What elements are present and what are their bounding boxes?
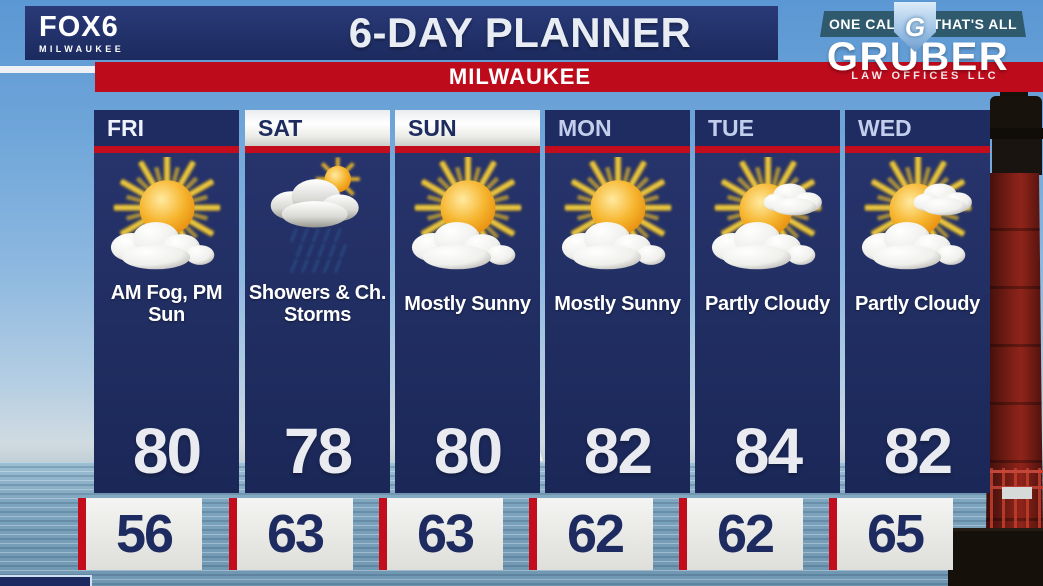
title-banner: FOX6 MILWAUKEE <box>25 6 778 60</box>
sponsor-tag-left: ONE CALL <box>829 16 905 32</box>
low-temp-box: 56 <box>78 498 202 570</box>
lighthouse-gallery <box>983 128 1043 139</box>
day-body: Mostly Sunny 80 <box>395 153 540 493</box>
header-underline <box>245 146 390 153</box>
weather-icon <box>252 157 384 276</box>
day-header: WED <box>845 110 990 146</box>
low-temp-box: 65 <box>829 498 953 570</box>
low-temp-box: 63 <box>229 498 353 570</box>
low-temp: 65 <box>837 498 953 570</box>
low-temp: 63 <box>237 498 353 570</box>
day-label: WED <box>858 114 912 141</box>
day-label: FRI <box>107 114 145 141</box>
weather-icon <box>852 157 984 276</box>
low-accent-stripe <box>379 498 387 570</box>
low-accent-stripe <box>829 498 837 570</box>
day-label: SAT <box>258 114 303 141</box>
left-accent-line <box>0 66 95 73</box>
day-header: TUE <box>695 110 840 146</box>
header-underline <box>845 146 990 153</box>
low-accent-stripe <box>679 498 687 570</box>
day-header: MON <box>545 110 690 146</box>
day-body: AM Fog, PM Sun 80 <box>94 153 239 493</box>
header-underline <box>695 146 840 153</box>
day-body: Partly Cloudy 82 <box>845 153 990 493</box>
day-label: MON <box>558 114 612 141</box>
lighthouse-lantern <box>990 96 1042 130</box>
low-temp-box: 62 <box>529 498 653 570</box>
shield-letter: G <box>904 11 926 42</box>
condition-label: Mostly Sunny <box>554 292 681 315</box>
location-banner: MILWAUKEE LAW OFFICES LLC <box>95 62 1043 92</box>
day-column: SUN Mostly Sunny 80 63 <box>379 110 540 570</box>
header-underline <box>94 146 239 153</box>
day-header: SUN <box>395 110 540 146</box>
location-label: MILWAUKEE <box>448 64 592 89</box>
low-temp: 62 <box>687 498 803 570</box>
low-accent-stripe <box>529 498 537 570</box>
low-temp: 63 <box>387 498 503 570</box>
day-header: FRI <box>94 110 239 146</box>
condition-label: Partly Cloudy <box>704 292 831 315</box>
high-temp: 82 <box>883 415 953 487</box>
condition-label: Partly Cloudy <box>854 292 981 315</box>
day-column: MON Mostly Sunny 82 62 <box>529 110 690 570</box>
station-name: FOX6 <box>39 11 119 43</box>
weather-icon <box>101 157 233 276</box>
header-underline <box>395 146 540 153</box>
lighthouse-lantern-base <box>992 139 1042 175</box>
low-temp-box: 62 <box>679 498 803 570</box>
day-column: WED Partly Cloudy 82 65 <box>829 110 990 570</box>
high-temp: 78 <box>283 415 353 487</box>
high-temp: 84 <box>733 415 803 487</box>
pier-railing <box>990 468 1043 530</box>
day-body: Showers & Ch. Storms 78 <box>245 153 390 493</box>
weather-icon <box>402 157 534 276</box>
high-temp: 80 <box>433 415 503 487</box>
low-accent-stripe <box>78 498 86 570</box>
condition-label: Mostly Sunny <box>404 292 531 315</box>
day-column: SAT Showers & Ch. Storms 78 63 <box>229 110 390 570</box>
low-accent-stripe <box>229 498 237 570</box>
day-header: SAT <box>245 110 390 146</box>
sailboat <box>537 452 543 461</box>
condition-label: Showers & Ch. Storms <box>248 281 387 326</box>
header-underline <box>545 146 690 153</box>
pier-sign <box>1002 487 1032 499</box>
weather-icon <box>552 157 684 276</box>
sponsor-tag-right: THAT'S ALL <box>932 16 1017 32</box>
sponsor-logo: ONE CALL THAT'S ALL G GRUBER <box>790 2 1040 94</box>
pier-railing-bar <box>990 470 1043 473</box>
day-body: Partly Cloudy 84 <box>695 153 840 493</box>
low-temp-box: 63 <box>379 498 503 570</box>
day-label: SUN <box>408 114 457 141</box>
sponsor-shield-icon: G <box>894 2 936 52</box>
pier <box>948 528 1043 586</box>
day-column: FRI AM Fog, PM Sun 80 56 <box>78 110 239 570</box>
high-temp: 82 <box>583 415 653 487</box>
day-body: Mostly Sunny 82 <box>545 153 690 493</box>
lower-third-peek <box>0 575 92 586</box>
day-column: TUE Partly Cloudy 84 62 <box>679 110 840 570</box>
day-label: TUE <box>708 114 754 141</box>
lighthouse <box>940 78 1043 586</box>
planner-title: 6-DAY PLANNER <box>348 9 692 56</box>
sponsor-tagline: LAW OFFICES LLC <box>851 70 999 82</box>
weather-icon <box>702 157 834 276</box>
low-temp: 62 <box>537 498 653 570</box>
low-temp: 56 <box>86 498 202 570</box>
high-temp: 80 <box>132 415 202 487</box>
condition-label: AM Fog, PM Sun <box>110 281 223 326</box>
station-logo: FOX6 MILWAUKEE <box>39 11 125 55</box>
station-city: MILWAUKEE <box>39 44 125 54</box>
